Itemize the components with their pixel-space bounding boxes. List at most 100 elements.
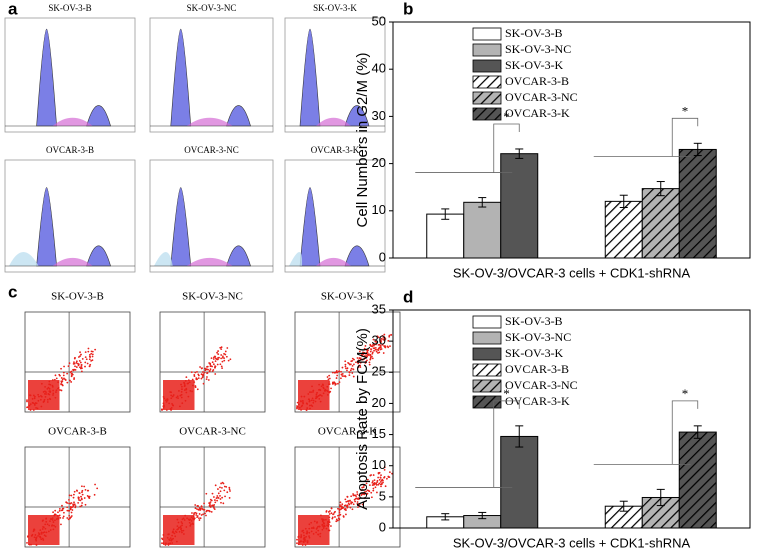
event-dot: [66, 506, 69, 509]
event-dot: [80, 504, 83, 507]
event-dot: [338, 511, 341, 514]
event-dot: [59, 516, 62, 519]
event-dot: [88, 365, 91, 368]
event-dot: [372, 474, 375, 476]
event-dot: [79, 361, 82, 364]
event-dot: [375, 343, 377, 346]
event-dot: [335, 518, 338, 521]
event-dot: [60, 509, 63, 512]
event-dot: [375, 350, 378, 353]
legend-swatch: [472, 27, 502, 41]
event-dot: [213, 508, 216, 511]
event-dot: [71, 509, 74, 511]
event-dot: [371, 357, 374, 360]
event-dot: [66, 517, 69, 519]
event-dot: [358, 350, 361, 353]
event-dot: [54, 509, 57, 512]
y-tick-label: 40: [372, 61, 386, 76]
event-dot: [388, 471, 391, 474]
y-tick-label: 10: [372, 202, 386, 217]
event-dot: [340, 377, 342, 380]
event-dot: [224, 353, 227, 356]
y-tick-label: 10: [372, 457, 386, 472]
event-dot: [213, 355, 216, 358]
event-dot: [346, 504, 349, 507]
event-dot: [352, 375, 355, 378]
event-dot: [214, 484, 217, 487]
y-tick-label: 0: [379, 519, 386, 534]
event-dot: [357, 506, 359, 509]
legend-swatch: [472, 395, 502, 409]
event-dot: [327, 378, 330, 381]
event-dot: [67, 518, 70, 521]
scatter-title: SK-OV-3-K: [321, 291, 374, 303]
panel-label: a: [8, 0, 18, 18]
event-dot: [381, 343, 384, 346]
event-dot: [210, 499, 213, 502]
event-dot: [356, 497, 359, 500]
event-dot: [61, 384, 64, 387]
event-dot: [331, 371, 334, 374]
event-dot: [201, 376, 204, 379]
event-dot: [331, 517, 334, 520]
g1-peak: [36, 187, 57, 267]
event-dot: [382, 336, 385, 339]
event-dot: [342, 516, 345, 518]
event-dot: [357, 359, 360, 362]
event-dot: [224, 495, 226, 498]
event-dot: [88, 354, 91, 356]
event-dot: [358, 494, 361, 497]
event-dot: [73, 490, 76, 493]
event-dot: [352, 493, 354, 495]
event-dot: [381, 482, 383, 485]
event-dot: [371, 355, 373, 358]
event-dot: [94, 483, 96, 486]
event-dot: [377, 472, 380, 475]
event-dot: [74, 506, 77, 509]
event-dot: [194, 371, 197, 374]
x-axis-label: SK-OV-3/OVCAR-3 cells + CDK1-shRNA: [453, 535, 691, 550]
event-dot: [83, 497, 86, 499]
event-dot: [96, 487, 99, 490]
event-dot: [219, 346, 222, 349]
event-dot: [377, 476, 380, 479]
event-dot: [63, 377, 65, 380]
event-dot: [58, 509, 61, 512]
y-tick-label: 30: [372, 333, 386, 348]
event-dot: [212, 369, 215, 371]
dense-cluster: [163, 515, 195, 545]
event-dot: [371, 480, 374, 483]
event-dot: [368, 484, 371, 487]
event-dot: [69, 379, 71, 382]
legend-swatch: [472, 331, 502, 345]
event-dot: [335, 520, 338, 523]
event-dot: [89, 363, 92, 366]
event-dot: [77, 356, 80, 358]
event-dot: [387, 475, 390, 478]
event-dot: [382, 352, 385, 354]
event-dot: [337, 382, 339, 385]
plot-frame: [392, 309, 751, 529]
event-dot: [83, 485, 86, 488]
event-dot: [196, 505, 199, 507]
bar: [641, 188, 680, 259]
event-dot: [88, 358, 91, 361]
event-dot: [368, 363, 371, 366]
event-dot: [389, 345, 391, 348]
legend-swatch: [472, 363, 502, 377]
event-dot: [200, 514, 203, 516]
event-dot: [344, 365, 347, 368]
event-dot: [335, 370, 338, 373]
event-dot: [356, 493, 359, 496]
event-dot: [363, 484, 365, 487]
bar: [604, 200, 643, 259]
s-phase: [316, 257, 351, 266]
y-tick-label: 0: [379, 249, 386, 264]
event-dot: [296, 407, 298, 410]
event-dot: [346, 506, 349, 509]
event-dot: [217, 353, 220, 356]
event-dot: [380, 485, 382, 488]
event-dot: [384, 346, 387, 349]
event-dot: [334, 516, 336, 518]
event-dot: [199, 509, 202, 511]
